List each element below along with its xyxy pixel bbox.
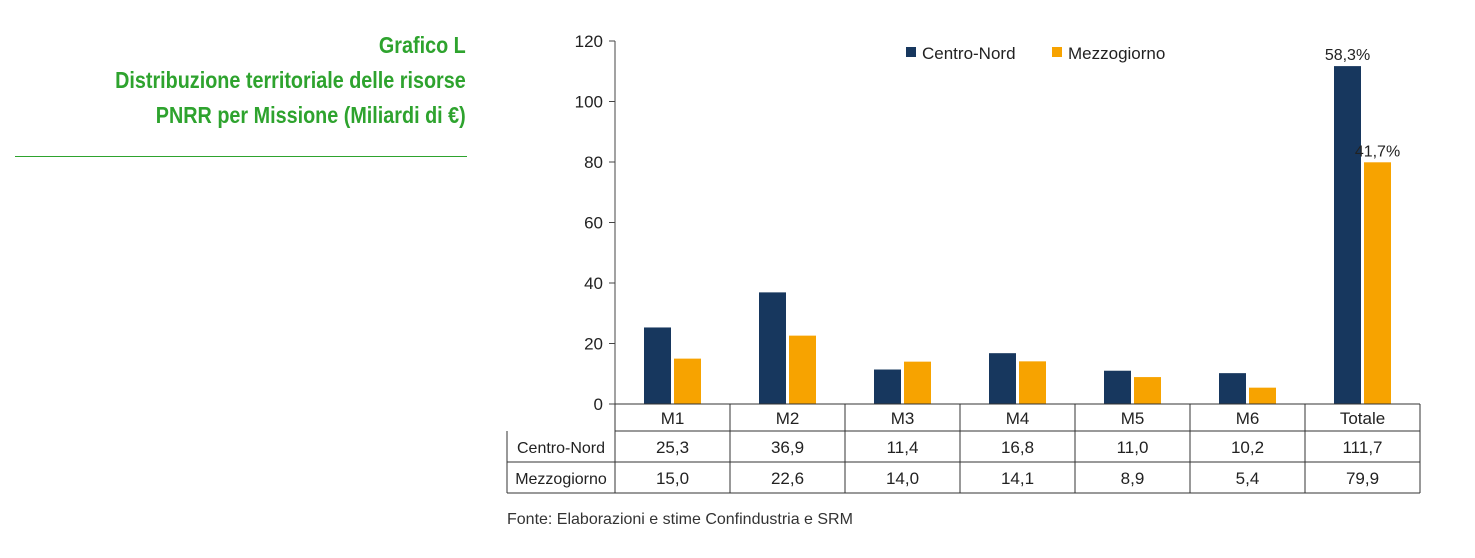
data-label: 36,9 — [771, 438, 804, 457]
legend-label: Centro-Nord — [922, 44, 1016, 63]
data-label: 22,6 — [771, 469, 804, 488]
source-note: Fonte: Elaborazioni e stime Confindustri… — [507, 511, 853, 528]
data-label: 15,0 — [656, 469, 689, 488]
y-axis: 0 20 40 60 80 100 120 — [575, 32, 616, 414]
title-line-2: Distribuzione territoriale delle risorse — [115, 67, 466, 93]
bar — [1219, 373, 1246, 404]
y-tick-label: 20 — [584, 335, 603, 354]
data-label: 10,2 — [1231, 438, 1264, 457]
legend-swatch — [906, 47, 916, 57]
bar — [904, 361, 931, 404]
title-line-3: PNRR per Missione (Miliardi di €) — [156, 102, 467, 128]
y-tick-label: 40 — [584, 274, 603, 293]
data-label: 8,9 — [1121, 469, 1145, 488]
chart-title: Grafico L Distribuzione territoriale del… — [58, 28, 466, 133]
y-tick-label: 0 — [594, 395, 603, 414]
data-label: 5,4 — [1236, 469, 1260, 488]
legend-label: Mezzogiorno — [1068, 44, 1165, 63]
x-category-label: Totale — [1340, 409, 1385, 428]
legend-swatch — [1052, 47, 1062, 57]
bars: 58,3% 41,7% — [644, 47, 1400, 405]
bar — [759, 292, 786, 404]
data-label: 79,9 — [1346, 469, 1379, 488]
bar — [674, 358, 701, 404]
title-line-1: Grafico L — [379, 32, 466, 58]
data-label: 16,8 — [1001, 438, 1034, 457]
title-divider — [15, 156, 467, 157]
x-category-label: M1 — [661, 409, 685, 428]
bar — [1364, 162, 1391, 404]
x-category-label: M3 — [891, 409, 915, 428]
bar — [1334, 66, 1361, 405]
x-category-label: M6 — [1236, 409, 1260, 428]
data-label: 14,0 — [886, 469, 919, 488]
y-tick-label: 60 — [584, 214, 603, 233]
legend: Centro-Nord Mezzogiorno — [906, 44, 1165, 63]
bar-annotation: 58,3% — [1325, 47, 1370, 64]
data-label: 11,0 — [1117, 438, 1149, 457]
bar — [874, 369, 901, 404]
y-tick-label: 120 — [575, 32, 603, 51]
bar — [789, 335, 816, 404]
bar — [1134, 377, 1161, 404]
bar — [644, 327, 671, 404]
table-row-label: Mezzogiorno — [515, 471, 607, 488]
bar — [1019, 361, 1046, 404]
data-label: 14,1 — [1001, 469, 1034, 488]
bar — [989, 353, 1016, 404]
bar — [1249, 387, 1276, 404]
bar — [1104, 370, 1131, 404]
x-category-label: M4 — [1006, 409, 1030, 428]
y-tick-label: 100 — [575, 93, 603, 112]
data-label: 111,7 — [1342, 438, 1382, 457]
table-row-label: Centro-Nord — [517, 440, 605, 457]
x-category-label: M2 — [776, 409, 800, 428]
data-label: 11,4 — [887, 438, 919, 457]
x-category-label: M5 — [1121, 409, 1145, 428]
bar-chart: 0 20 40 60 80 100 120 58,3% 41,7% Centro-Nord Me… — [506, 32, 1421, 494]
data-table: M1 M2 M3 M4 M5 M6 Totale Centro-Nord 25,3 36,9 11,… — [506, 403, 1421, 494]
y-tick-label: 80 — [584, 153, 603, 172]
data-label: 25,3 — [656, 438, 689, 457]
bar-annotation: 41,7% — [1355, 143, 1400, 160]
